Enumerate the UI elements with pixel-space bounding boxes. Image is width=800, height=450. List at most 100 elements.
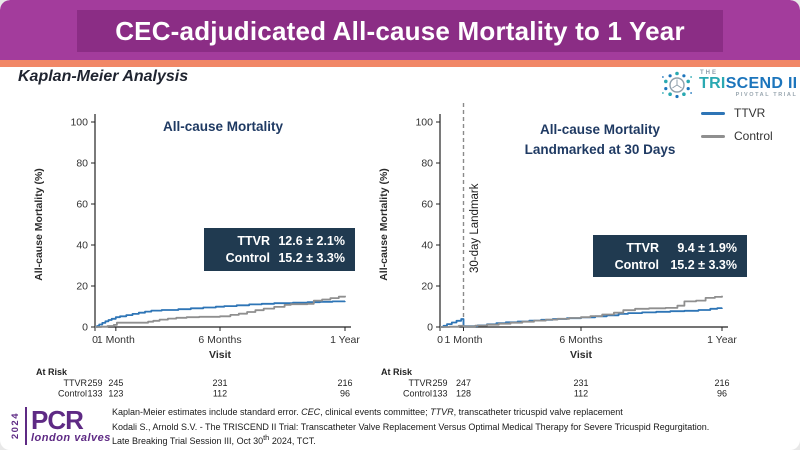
chart-legend: TTVR Control xyxy=(701,106,773,143)
slide-title: CEC-adjudicated All-cause Mortality to 1… xyxy=(115,15,685,46)
stats-value: 15.2 ± 3.3% xyxy=(670,257,737,272)
stats-label: TTVR xyxy=(237,234,270,248)
chart-title-line1: All-cause Mortality xyxy=(162,119,284,134)
stats-label: TTVR xyxy=(626,240,659,255)
at-risk-value: 112 xyxy=(574,389,588,399)
stats-value: 9.4 ± 1.9% xyxy=(677,240,737,255)
triscend-logo-text: THE TRISCEND II PIVOTAL TRIAL xyxy=(699,70,797,99)
stats-box-all-cause: TTVR 12.6 ± 2.1% Control 15.2 ± 3.3% xyxy=(204,228,355,271)
pcr-divider xyxy=(25,407,27,445)
triscend-the: THE xyxy=(700,69,718,76)
footnote-text: , transcatheter tricuspid valve replacem… xyxy=(453,407,623,417)
stats-value: 12.6 ± 2.1% xyxy=(278,234,345,248)
stats-row-control: Control 15.2 ± 3.3% xyxy=(208,251,345,265)
legend-label-ttvr: TTVR xyxy=(734,106,766,120)
citation-text: Late Breaking Trial Session III, Oct 30 xyxy=(112,435,264,446)
x-tick-label: 1 Month xyxy=(97,334,135,346)
chart-title-landmark: All-cause Mortality Landmarked at 30 Day… xyxy=(485,120,715,159)
at-risk-value: 259 xyxy=(87,378,102,388)
control-line-swatch xyxy=(701,134,725,138)
pcr-name: london valves xyxy=(31,432,111,445)
at-risk-value: 128 xyxy=(456,389,471,399)
chart-title-line1: All-cause Mortality xyxy=(539,122,661,137)
at-risk-value: 245 xyxy=(108,378,123,388)
at-risk-value: 216 xyxy=(714,378,729,388)
legend-item-control: Control xyxy=(701,129,773,143)
stats-row-ttvr: TTVR 12.6 ± 2.1% xyxy=(208,234,345,248)
x-tick-label: 0 xyxy=(92,334,98,346)
stats-row-control: Control 15.2 ± 3.3% xyxy=(597,258,737,272)
triscend-name: TRISCEND II xyxy=(699,74,798,93)
y-tick-label: 0 xyxy=(427,322,433,334)
y-tick-label: 20 xyxy=(76,281,88,293)
citation-line1: Kodali S., Arnold S.V. - The TRISCEND II… xyxy=(112,421,710,432)
at-risk-value: 259 xyxy=(432,378,447,388)
at-risk-row-name: TTVR xyxy=(64,378,88,388)
y-tick-label: 60 xyxy=(76,199,88,211)
header-band: CEC-adjudicated All-cause Mortality to 1… xyxy=(0,0,800,60)
at-risk-value: 247 xyxy=(456,378,471,388)
triscend-tagline: PIVOTAL TRIAL xyxy=(735,92,798,99)
km-chart-all-cause: 0 20 40 60 80 100 0 1 Month 6 Months 1 Year All-ca… xyxy=(30,95,385,410)
at-risk-value: 133 xyxy=(432,389,447,399)
series-line-control xyxy=(440,295,723,328)
y-tick-label: 20 xyxy=(421,281,433,293)
at-risk-row-name: Control xyxy=(58,389,87,399)
stats-box-landmark: TTVR 9.4 ± 1.9% Control 15.2 ± 3.3% xyxy=(593,235,747,277)
at-risk-row-name: TTVR xyxy=(409,378,433,388)
at-risk-value: 96 xyxy=(340,389,350,399)
x-axis-label: Visit xyxy=(570,349,592,361)
at-risk-value: 112 xyxy=(213,389,227,399)
x-axis-label: Visit xyxy=(209,349,231,361)
y-tick-label: 80 xyxy=(76,158,88,170)
y-axis-label: All-cause Mortality (%) xyxy=(33,168,45,281)
landmark-label: 30-day Landmark xyxy=(469,183,481,273)
citation-line2: Late Breaking Trial Session III, Oct 30t… xyxy=(112,433,784,447)
at-risk-value: 216 xyxy=(337,378,352,388)
x-tick-label: 0 xyxy=(437,334,443,346)
pcr-london-valves-logo: 2024 PCR london valves xyxy=(10,407,111,445)
ttvr-line-swatch xyxy=(701,111,725,115)
citation-sup: th xyxy=(263,432,270,442)
footnote-abbr-cec: CEC xyxy=(301,407,321,417)
footnote-text: , clinical events committee; xyxy=(320,407,431,417)
at-risk-value: 133 xyxy=(87,389,102,399)
series-line-ttvr xyxy=(95,300,346,328)
at-risk-header: At Risk xyxy=(381,367,413,377)
triscend-logo: THE TRISCEND II PIVOTAL TRIAL xyxy=(660,66,797,102)
triscend-name-rest: SCEND II xyxy=(725,74,798,92)
y-tick-label: 60 xyxy=(421,199,433,211)
at-risk-value: 231 xyxy=(573,378,588,388)
series-line-control xyxy=(95,295,346,328)
at-risk-row-name: Control xyxy=(403,389,432,399)
y-tick-label: 100 xyxy=(415,117,433,129)
at-risk-value: 231 xyxy=(212,378,227,388)
x-tick-label: 1 Year xyxy=(330,334,360,346)
stats-row-ttvr: TTVR 9.4 ± 1.9% xyxy=(597,241,737,255)
title-box: CEC-adjudicated All-cause Mortality to 1… xyxy=(77,10,723,52)
km-chart-landmark: 0 20 40 60 80 100 0 1 Month 6 Months 1 Year All-ca… xyxy=(375,95,800,410)
chart-title-all-cause: All-cause Mortality xyxy=(108,117,338,137)
pcr-year: 2024 xyxy=(10,412,21,440)
pcr-acronym: PCR xyxy=(31,404,84,435)
y-axis-label: All-cause Mortality (%) xyxy=(378,168,390,281)
citation-text: 2024, TCT. xyxy=(269,435,316,446)
y-tick-label: 40 xyxy=(421,240,433,252)
at-risk-value: 123 xyxy=(108,389,123,399)
stats-label: Control xyxy=(614,257,659,272)
y-tick-label: 100 xyxy=(70,117,88,129)
triscend-gear-icon xyxy=(662,71,692,99)
x-tick-label: 6 Months xyxy=(559,334,602,346)
stats-label: Control xyxy=(225,251,270,265)
stats-value: 15.2 ± 3.3% xyxy=(278,251,345,265)
subtitle: Kaplan-Meier Analysis xyxy=(18,68,189,85)
at-risk-header: At Risk xyxy=(36,367,68,377)
accent-stripe xyxy=(0,60,800,67)
triscend-name-accent: TRI xyxy=(699,74,726,92)
at-risk-value: 96 xyxy=(717,389,727,399)
y-tick-label: 80 xyxy=(421,158,433,170)
footnote-text: Kaplan-Meier estimates include standard … xyxy=(112,407,302,417)
